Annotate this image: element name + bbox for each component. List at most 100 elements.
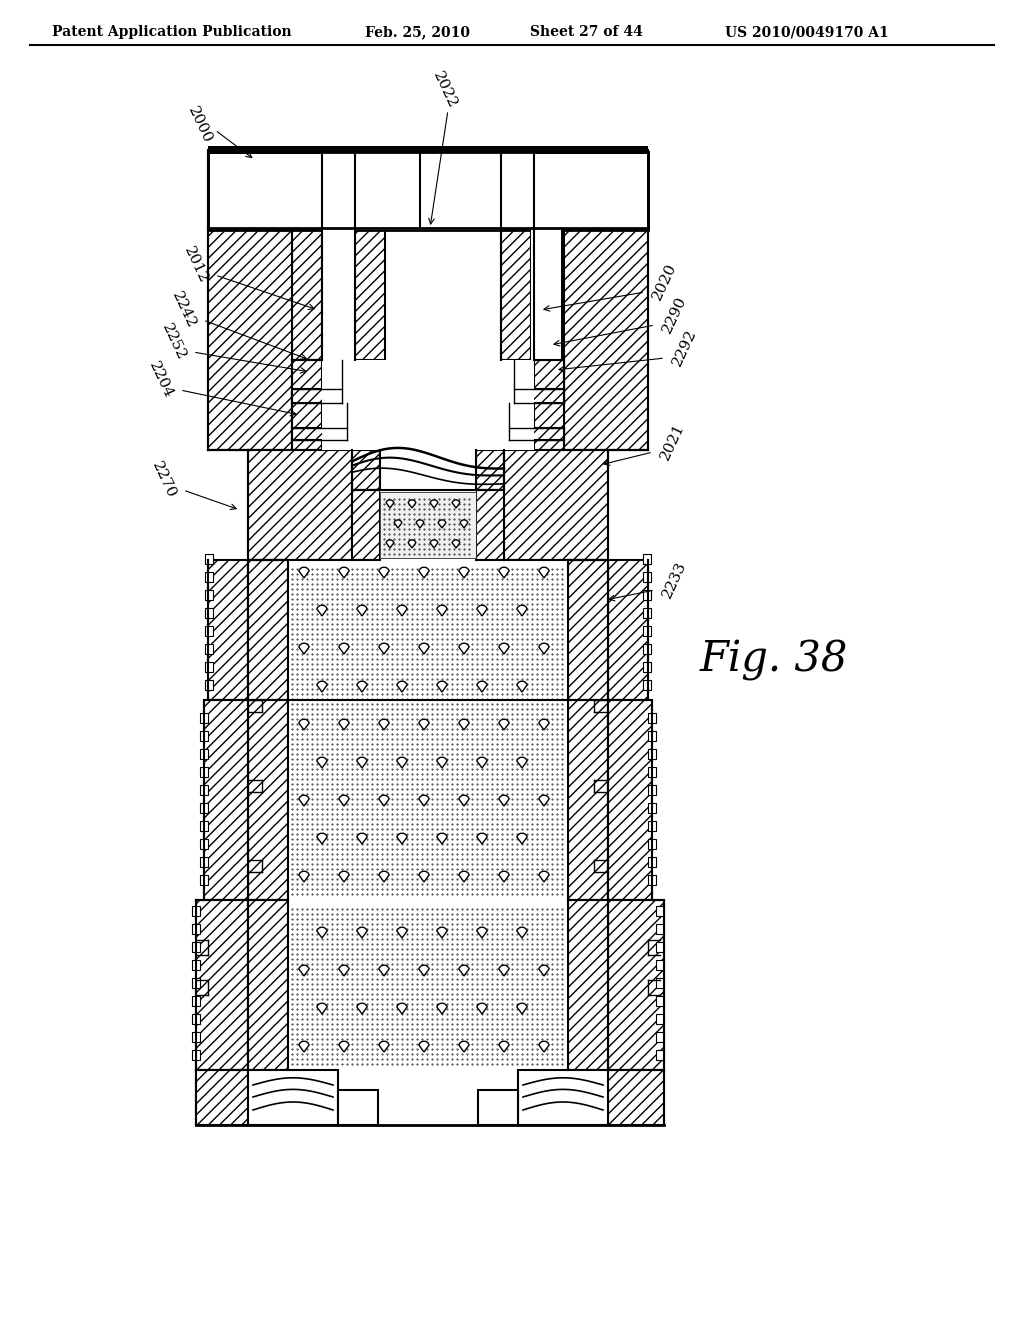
Polygon shape bbox=[394, 520, 401, 528]
Bar bbox=[292, 428, 347, 440]
Polygon shape bbox=[430, 500, 438, 508]
Polygon shape bbox=[299, 1041, 309, 1052]
Bar bbox=[643, 572, 651, 582]
Bar bbox=[200, 857, 208, 867]
Bar bbox=[564, 228, 648, 450]
Bar bbox=[643, 590, 651, 601]
Bar bbox=[380, 492, 476, 558]
Polygon shape bbox=[416, 520, 424, 528]
Bar bbox=[193, 960, 200, 970]
Bar bbox=[355, 152, 420, 228]
Text: 2000: 2000 bbox=[185, 104, 214, 145]
Bar bbox=[648, 748, 656, 759]
Bar bbox=[648, 713, 656, 723]
Polygon shape bbox=[409, 500, 416, 508]
Polygon shape bbox=[517, 833, 527, 843]
Bar bbox=[648, 840, 656, 849]
Bar bbox=[200, 748, 208, 759]
Bar bbox=[476, 490, 504, 560]
Polygon shape bbox=[299, 871, 309, 882]
Bar bbox=[656, 924, 664, 935]
Polygon shape bbox=[539, 643, 549, 653]
Bar bbox=[196, 900, 248, 1071]
Polygon shape bbox=[357, 1003, 368, 1014]
Polygon shape bbox=[357, 758, 368, 768]
Bar bbox=[531, 228, 561, 360]
Polygon shape bbox=[499, 719, 509, 730]
Text: US 2010/0049170 A1: US 2010/0049170 A1 bbox=[725, 25, 889, 40]
Bar bbox=[352, 450, 380, 490]
Bar bbox=[248, 450, 352, 560]
Polygon shape bbox=[437, 681, 447, 692]
Polygon shape bbox=[453, 500, 460, 508]
Bar bbox=[208, 152, 322, 228]
Bar bbox=[380, 490, 476, 560]
Polygon shape bbox=[316, 758, 327, 768]
Bar bbox=[193, 978, 200, 987]
Polygon shape bbox=[299, 643, 309, 653]
Text: Patent Application Publication: Patent Application Publication bbox=[52, 25, 292, 40]
Polygon shape bbox=[459, 643, 469, 653]
Bar bbox=[656, 1032, 664, 1041]
Bar bbox=[196, 1071, 248, 1125]
Polygon shape bbox=[299, 568, 309, 578]
Bar bbox=[288, 560, 568, 700]
Polygon shape bbox=[316, 1003, 327, 1014]
Polygon shape bbox=[397, 833, 408, 843]
Text: Feb. 25, 2010: Feb. 25, 2010 bbox=[365, 25, 470, 40]
Bar bbox=[501, 228, 531, 360]
Bar bbox=[208, 147, 648, 152]
Bar bbox=[322, 228, 355, 360]
Bar bbox=[648, 785, 656, 795]
Polygon shape bbox=[539, 871, 549, 882]
Text: 2022: 2022 bbox=[430, 70, 459, 111]
Bar bbox=[352, 490, 380, 560]
Bar bbox=[193, 942, 200, 952]
Polygon shape bbox=[517, 681, 527, 692]
Bar bbox=[292, 228, 322, 360]
Bar bbox=[288, 902, 568, 1068]
Polygon shape bbox=[397, 758, 408, 768]
Bar bbox=[656, 906, 664, 916]
Polygon shape bbox=[499, 643, 509, 653]
Polygon shape bbox=[316, 681, 327, 692]
Bar bbox=[504, 450, 608, 560]
Polygon shape bbox=[459, 568, 469, 578]
Polygon shape bbox=[397, 927, 408, 939]
Bar bbox=[478, 1090, 518, 1125]
Bar bbox=[205, 644, 213, 653]
Bar bbox=[292, 389, 342, 403]
Polygon shape bbox=[477, 1003, 487, 1014]
Bar bbox=[355, 228, 385, 360]
Bar bbox=[322, 152, 355, 228]
Bar bbox=[204, 700, 248, 900]
Polygon shape bbox=[459, 965, 469, 975]
Bar bbox=[308, 150, 398, 230]
Polygon shape bbox=[357, 681, 368, 692]
Polygon shape bbox=[477, 605, 487, 616]
Bar bbox=[568, 560, 608, 700]
Polygon shape bbox=[339, 568, 349, 578]
Bar bbox=[193, 1014, 200, 1024]
Bar bbox=[534, 360, 564, 450]
Polygon shape bbox=[539, 965, 549, 975]
Bar bbox=[200, 875, 208, 884]
Polygon shape bbox=[437, 1003, 447, 1014]
Polygon shape bbox=[499, 871, 509, 882]
Polygon shape bbox=[477, 681, 487, 692]
Polygon shape bbox=[339, 965, 349, 975]
Bar bbox=[338, 1090, 378, 1125]
Text: Fig. 38: Fig. 38 bbox=[700, 639, 848, 681]
Bar bbox=[208, 152, 648, 228]
Bar bbox=[205, 590, 213, 601]
Bar bbox=[458, 150, 548, 230]
Polygon shape bbox=[379, 871, 389, 882]
Polygon shape bbox=[299, 719, 309, 730]
Polygon shape bbox=[299, 965, 309, 975]
Bar bbox=[562, 228, 592, 360]
Text: 2242: 2242 bbox=[169, 289, 198, 330]
Polygon shape bbox=[477, 927, 487, 939]
Bar bbox=[656, 978, 664, 987]
Bar bbox=[643, 609, 651, 618]
Polygon shape bbox=[430, 540, 438, 548]
